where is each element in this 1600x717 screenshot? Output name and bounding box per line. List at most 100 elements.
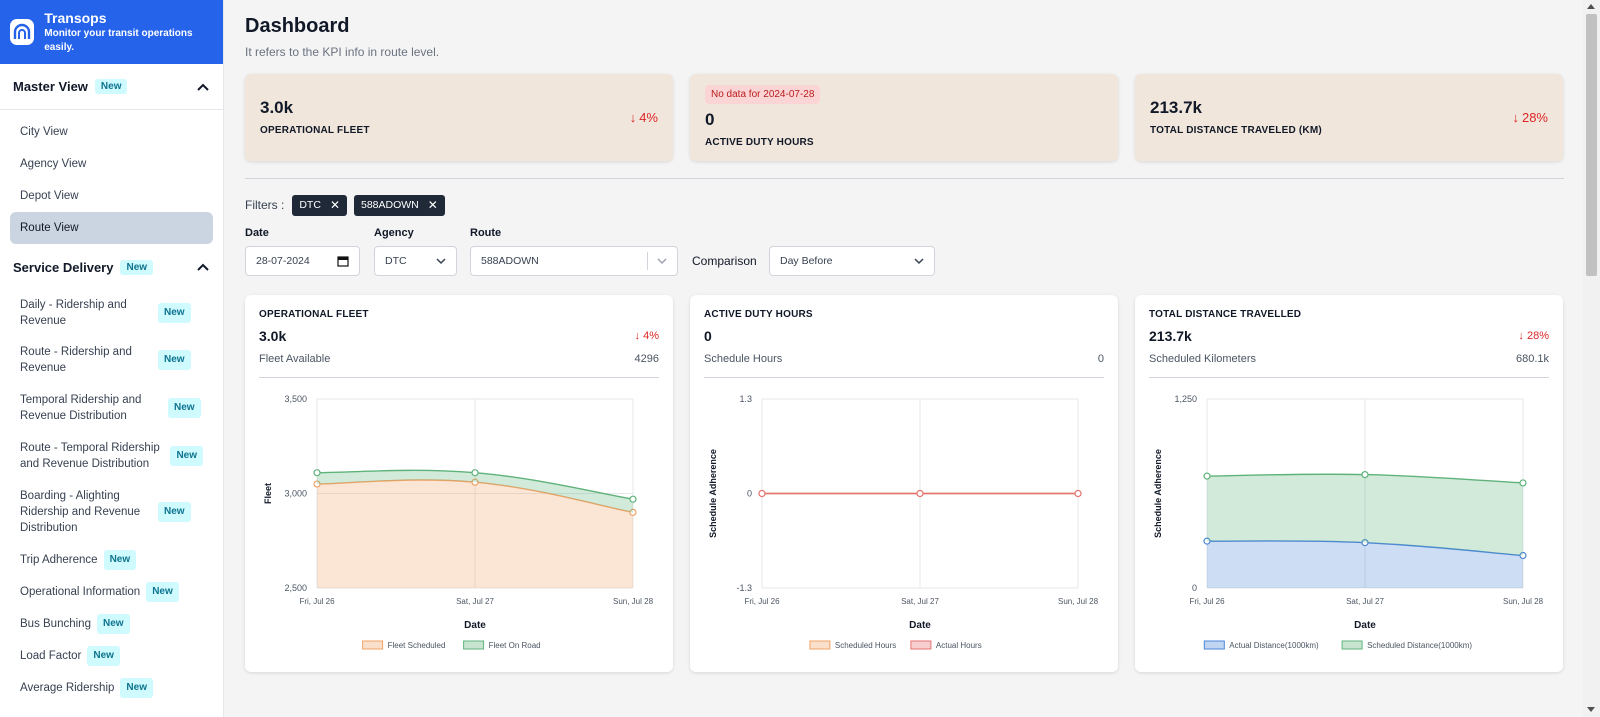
sidebar-item-trip-adherence[interactable]: Trip Adherence New	[10, 544, 213, 576]
nav-label: Trip Adherence	[20, 554, 98, 566]
series-area	[1207, 474, 1523, 556]
section-label: Master View	[13, 79, 88, 94]
y-tick-label: 3,000	[284, 489, 307, 499]
fleet-chart[interactable]: 2,500 3,000 3,500 Fri, Jul 26 Sat, Jul 27 Sun…	[245, 295, 673, 672]
section-master-view[interactable]: Master View New	[0, 64, 223, 110]
card-delta: ↓ 28%	[1518, 330, 1549, 342]
new-badge: New	[158, 502, 191, 522]
series-area	[317, 479, 633, 588]
nav-label: Daily - Ridership and Revenue	[20, 299, 127, 327]
sidebar: Transops Monitor your transit operations…	[0, 0, 224, 717]
card-total-distance: TOTAL DISTANCE TRAVELLED 213.7k ↓ 28% Sc…	[1135, 295, 1563, 672]
kpi-label: TOTAL DISTANCE TRAVELED (KM)	[1150, 125, 1322, 136]
nav-label: Route - Temporal Ridership and Revenue D…	[20, 442, 160, 470]
sidebar-item-route-temporal-ridership[interactable]: Route - Temporal Ridership and Revenue D…	[10, 432, 213, 480]
sidebar-item-daily-ridership[interactable]: Daily - Ridership and Revenue New	[10, 290, 213, 336]
sidebar-item-route-view[interactable]: Route View	[10, 212, 213, 244]
new-badge: New	[158, 303, 191, 323]
nav-label: City View	[20, 126, 68, 138]
y-tick-label: 0	[747, 489, 752, 499]
divider	[245, 178, 1564, 179]
x-tick-label: Sun, Jul 28	[1058, 597, 1099, 606]
y-tick-label: 1,250	[1174, 394, 1197, 404]
nav-label: Agency View	[20, 158, 87, 170]
comparison-label: Comparison	[692, 254, 757, 268]
sidebar-item-route-ridership[interactable]: Route - Ridership and Revenue New	[10, 336, 213, 384]
card-delta-value: 4%	[643, 330, 659, 342]
scrollbar[interactable]	[1583, 0, 1600, 717]
section-service-delivery[interactable]: Service Delivery New	[0, 244, 223, 290]
legend-swatch	[1203, 640, 1225, 650]
kpi-delta: ↓ 4%	[630, 110, 658, 125]
x-tick-label: Sat, Jul 27	[1346, 597, 1384, 606]
chevron-down-icon[interactable]	[647, 252, 667, 270]
chevron-down-icon	[436, 257, 446, 265]
data-point	[313, 469, 321, 477]
chevron-up-icon[interactable]	[196, 260, 210, 274]
new-badge: New	[120, 259, 154, 275]
sidebar-item-load-factor[interactable]: Load Factor New	[10, 640, 213, 672]
scroll-up-icon[interactable]	[1587, 4, 1595, 9]
brand-header[interactable]: Transops Monitor your transit operations…	[0, 0, 223, 64]
agency-value: DTC	[385, 255, 407, 267]
sidebar-item-city-view[interactable]: City View	[10, 116, 213, 148]
filter-chip-agency[interactable]: DTC ✕	[292, 194, 347, 216]
kpi-label: OPERATIONAL FLEET	[260, 125, 370, 136]
kpi-delta: ↓ 28%	[1512, 110, 1548, 125]
new-badge: New	[168, 398, 201, 418]
duty-hours-chart[interactable]: -1.3 0 1.3 Fri, Jul 26 Sat, Jul 27 Sun, Jul 2…	[690, 295, 1118, 672]
route-select[interactable]: 588ADOWN	[470, 246, 678, 276]
sidebar-item-boarding-alighting[interactable]: Boarding - Alighting Ridership and Reven…	[10, 480, 213, 544]
nav-label: Load Factor	[20, 650, 82, 662]
legend-swatch	[809, 640, 831, 650]
chip-label: DTC	[299, 199, 321, 211]
data-point	[1203, 472, 1211, 480]
card-delta-value: 28%	[1526, 330, 1549, 342]
nav-label: Bus Bunching	[20, 618, 91, 630]
card-value: 213.7k	[1149, 328, 1192, 344]
calendar-icon[interactable]	[337, 255, 349, 267]
scroll-down-icon[interactable]	[1587, 707, 1595, 712]
data-point	[1361, 539, 1369, 547]
card-sub-label: Fleet Available	[259, 353, 331, 365]
section-label: Service Delivery	[13, 259, 114, 275]
agency-select[interactable]: DTC	[374, 246, 457, 276]
brand-title: Transops	[44, 10, 107, 26]
sidebar-item-bus-bunching[interactable]: Bus Bunching New	[10, 608, 213, 640]
legend-label: Actual Distance(1000km)	[1229, 641, 1319, 650]
sidebar-item-agency-view[interactable]: Agency View	[10, 148, 213, 180]
y-axis-label: Schedule Adherence	[1153, 449, 1163, 538]
new-badge: New	[170, 446, 203, 466]
x-axis-label: Date	[464, 620, 486, 631]
kpi-value: 0	[705, 110, 715, 129]
scrollbar-thumb[interactable]	[1586, 14, 1597, 276]
nav-label: Operational Information	[20, 586, 141, 598]
new-badge: New	[158, 350, 191, 370]
card-title: ACTIVE DUTY HOURS	[704, 309, 813, 320]
date-input[interactable]: 28-07-2024	[245, 246, 360, 276]
filters-label: Filters :	[245, 198, 285, 212]
data-point	[916, 489, 924, 498]
distance-chart[interactable]: 0 1,250 Fri, Jul 26 Sat, Jul 27 Sun, Jul 28 D…	[1135, 295, 1563, 672]
filter-chip-route[interactable]: 588ADOWN ✕	[354, 194, 445, 216]
route-value: 588ADOWN	[481, 255, 539, 267]
legend-label: Fleet On Road	[489, 641, 541, 650]
comparison-select[interactable]: Day Before	[769, 246, 935, 276]
close-icon[interactable]: ✕	[427, 198, 438, 212]
page-title: Dashboard	[245, 15, 350, 37]
sidebar-item-operational-information[interactable]: Operational Information New	[10, 576, 213, 608]
chevron-up-icon[interactable]	[196, 80, 210, 94]
route-label: Route	[470, 227, 502, 239]
sidebar-item-depot-view[interactable]: Depot View	[10, 180, 213, 212]
legend-label: Scheduled Hours	[835, 641, 896, 650]
x-tick-label: Fri, Jul 26	[744, 597, 780, 606]
nav-label: Route View	[20, 222, 79, 234]
new-badge: New	[103, 550, 137, 570]
sidebar-item-temporal-ridership[interactable]: Temporal Ridership and Revenue Distribut…	[10, 384, 213, 432]
arrow-down-icon: ↓	[634, 330, 644, 342]
sidebar-item-average-ridership[interactable]: Average Ridership New	[10, 672, 213, 704]
page-subtitle: It refers to the KPI info in route level…	[245, 45, 440, 59]
card-sub-label: Schedule Hours	[704, 353, 783, 365]
legend-label: Actual Hours	[936, 641, 982, 650]
close-icon[interactable]: ✕	[329, 198, 340, 212]
